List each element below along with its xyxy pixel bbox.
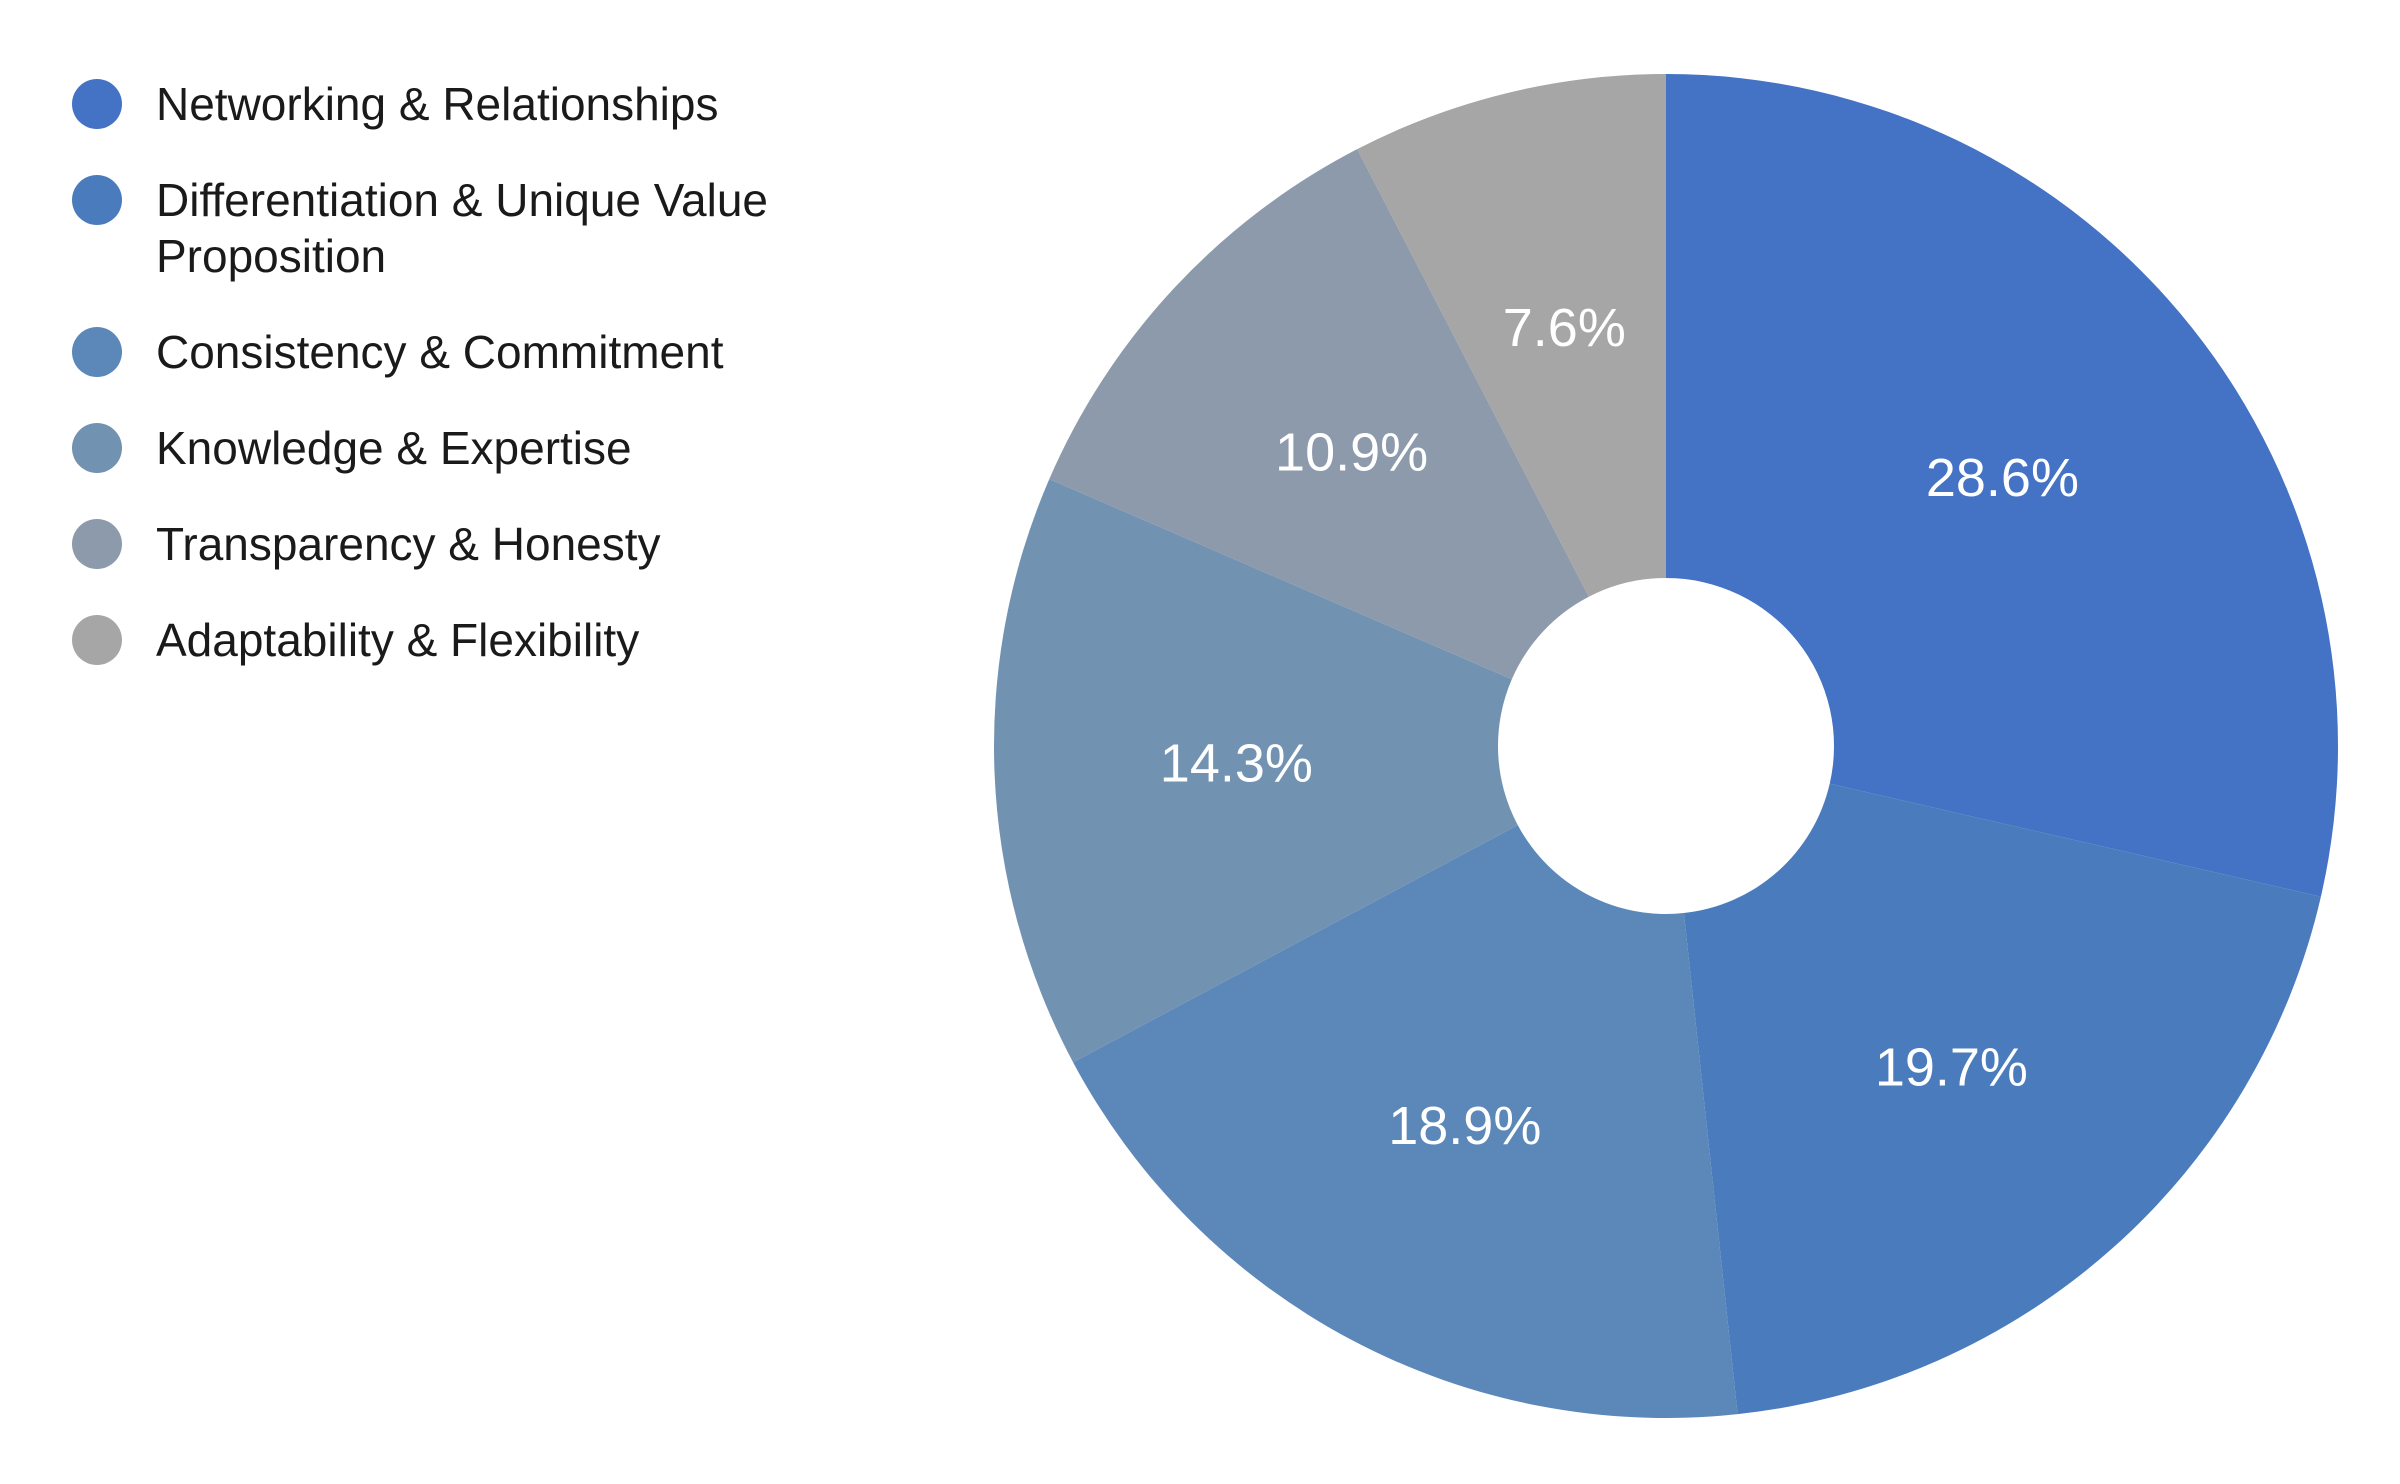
legend-swatch [72,519,122,569]
slice-adaptability [1357,74,1666,597]
donut-slice-labels: 28.6% 19.7% 18.9% 14.3% 10.9% 7.6% [1160,298,2079,1156]
slice-consistency [1073,825,1738,1418]
legend-label: Consistency & Commitment [156,326,724,378]
slice-label-networking: 28.6% [1926,448,2079,508]
donut-slices [993,74,2338,1418]
legend-swatch [72,175,122,225]
legend-swatch [72,423,122,473]
legend-swatch [72,615,122,665]
legend-label: Transparency & Honesty [156,518,661,570]
legend-item-networking: Networking & Relationships [72,76,892,132]
legend-label: Adaptability & Flexibility [156,614,640,666]
legend-swatch [72,79,122,129]
slice-differentiation [1683,783,2321,1415]
chart-legend: Networking & Relationships Differentiati… [72,76,892,708]
slice-label-knowledge: 14.3% [1160,734,1313,794]
legend-label: Knowledge & Expertise [156,422,632,474]
legend-item-transparency: Transparency & Honesty [72,516,892,572]
slice-knowledge [993,479,1518,1063]
legend-item-knowledge: Knowledge & Expertise [72,420,892,476]
legend-item-adaptability: Adaptability & Flexibility [72,612,892,668]
slice-transparency [1049,149,1589,680]
slice-label-transparency: 10.9% [1275,423,1428,483]
legend-swatch [72,327,122,377]
slice-label-differentiation: 19.7% [1875,1038,2028,1098]
legend-label: Differentiation & Unique Value Propositi… [156,174,769,282]
legend-label: Networking & Relationships [156,78,719,130]
legend-item-differentiation: Differentiation & Unique Value Propositi… [72,172,892,284]
slice-label-consistency: 18.9% [1388,1096,1541,1156]
legend-item-consistency: Consistency & Commitment [72,324,892,380]
slice-label-adaptability: 7.6% [1503,298,1626,358]
slice-networking [1666,74,2338,897]
